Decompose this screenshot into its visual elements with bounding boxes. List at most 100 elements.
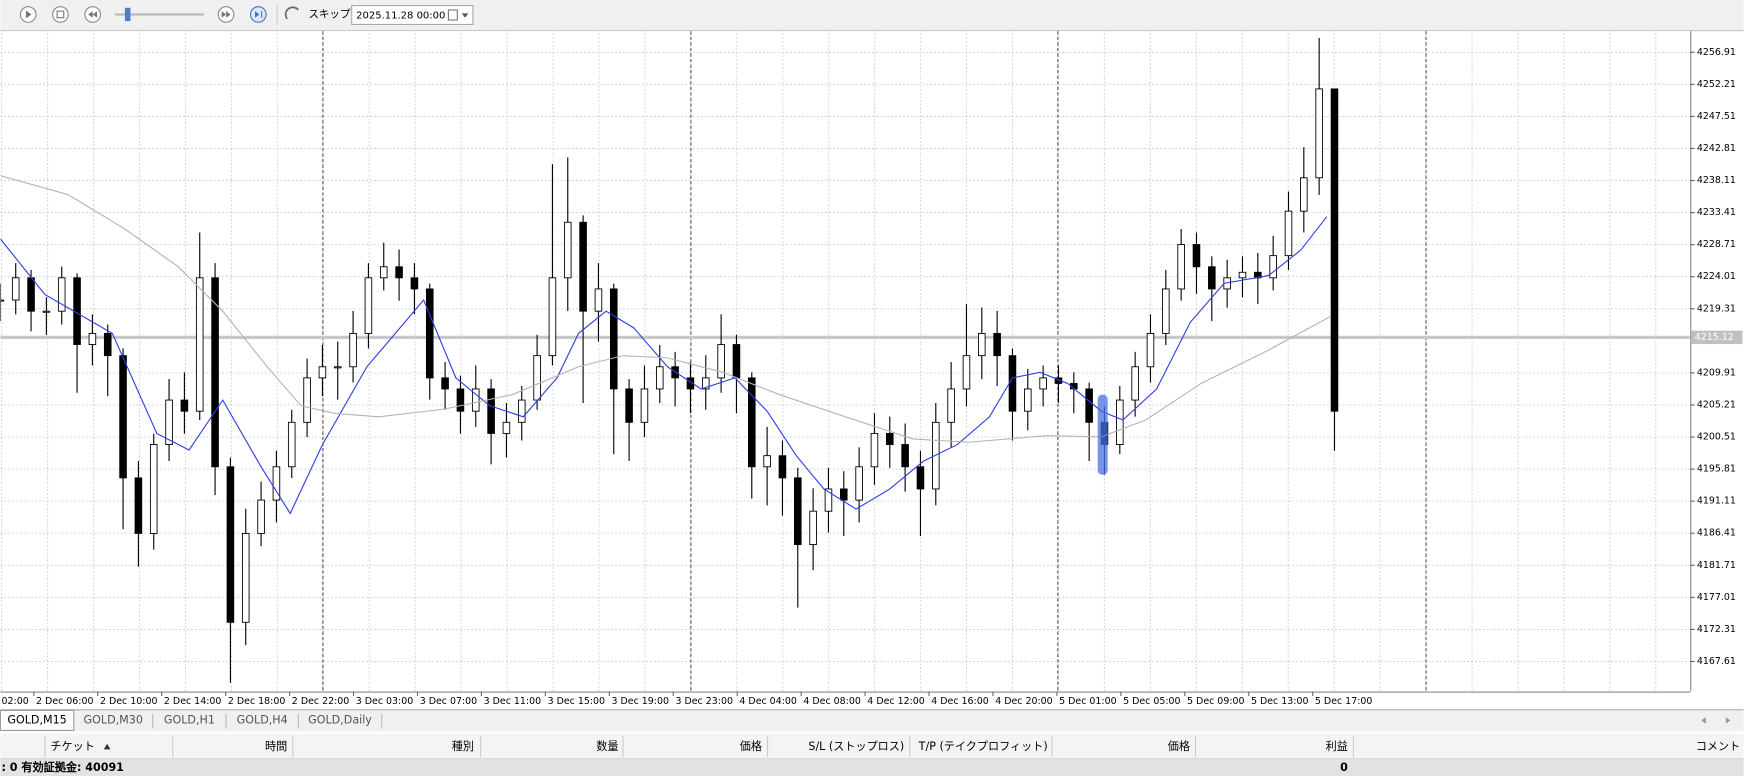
x-tick-label: 4 Dec 04:00 [739,696,796,707]
y-tick-label: 4195.81 [1697,464,1736,475]
candle-body [655,366,664,390]
x-tick-label: 2 Dec 22:00 [292,696,349,707]
tab-bar [0,709,1744,732]
x-tick-label: 3 Dec 03:00 [356,696,413,707]
candle-body [441,377,449,390]
tab[interactable]: GOLD,M30 [84,713,143,726]
toolbar [0,0,1744,32]
x-tick-label: 3 Dec 19:00 [612,696,669,707]
tab[interactable]: GOLD,M15 [7,713,66,726]
y-tick-label: 4186.41 [1697,528,1736,539]
candle-body [1330,88,1339,412]
candle-body [303,377,311,423]
summary-row [0,759,1744,776]
tab[interactable]: GOLD,Daily [308,713,372,726]
date-input[interactable]: 2025.11.28 00:00 [356,11,445,22]
tabs: GOLD,M15 GOLD,M30 GOLD,H1 GOLD,H4 GOLD,Daily [0,709,383,731]
candle-body [27,277,35,312]
candle-body [993,332,1001,357]
forward-button[interactable] [217,6,235,23]
column-header[interactable]: チケット [50,740,94,753]
candle-body [1238,271,1247,279]
candle-body [962,355,971,390]
x-tick-label: 4 Dec 12:00 [867,696,924,707]
x-tick-label: 2 Dec 10:00 [100,696,157,707]
candle-body [870,432,879,468]
current-price-label: 4215.12 [1695,332,1734,343]
y-tick-label: 4200.51 [1697,432,1736,443]
column-header[interactable]: 価格 [1168,739,1190,753]
column-header[interactable]: T/P (テイクプロフィット) [918,740,1048,753]
moving-average [0,216,1328,515]
x-tick-label: 5 Dec 13:00 [1251,696,1308,707]
column-header[interactable]: 数量 [596,740,618,753]
x-tick-label: 3 Dec 07:00 [420,696,477,707]
current-price-box [1691,330,1743,345]
candle-body [1116,399,1124,445]
candle-body [640,388,649,423]
candle-body [824,488,833,512]
step-button[interactable] [249,6,267,23]
axes: 4256.91 4252.21 4247.51 4242.81 4238.11 4233.… [2,47,1743,707]
candle-body [1131,366,1139,401]
column-header[interactable]: 利益 [1326,739,1348,753]
candle-body [165,399,173,445]
speed-slider[interactable] [114,7,204,22]
dropdown-arrow [461,13,469,18]
candle-body [1039,377,1047,390]
candle-body [42,310,51,313]
y-tick-label: 4167.61 [1697,656,1736,667]
candle-body [794,477,802,546]
candle-body [625,388,633,423]
column-header[interactable]: コメント [1696,740,1740,753]
y-tick-label: 4233.41 [1697,207,1736,218]
tab[interactable]: GOLD,H4 [237,713,288,726]
candle-body [195,277,204,412]
rewind-button[interactable] [84,6,102,23]
candle-body [11,277,20,301]
candle-body [1085,388,1093,423]
candle-body [886,432,894,445]
x-tick-label: 4 Dec 08:00 [803,696,860,707]
candle-body [318,366,327,379]
candle-body [594,288,603,312]
column-header[interactable]: 価格 [740,739,762,753]
candle-body [1177,244,1185,290]
x-tick-label: 3 Dec 23:00 [675,696,732,707]
candle-body [88,332,97,345]
candle-body [180,399,189,412]
y-tick-label: 4191.11 [1697,496,1736,507]
stop-button[interactable] [52,6,69,23]
tab-active[interactable] [0,709,75,731]
candle-body [103,332,112,357]
candle-body [119,355,127,479]
candle-body [1008,355,1017,412]
candle-body [901,444,909,468]
candle-body [609,288,618,390]
candle-body [395,266,403,279]
x-tick-label: 4 Dec 20:00 [995,696,1052,707]
tab[interactable]: GOLD,H1 [164,713,215,726]
x-tick-label: 2 Dec 06:00 [36,696,93,707]
y-tick-label: 4256.91 [1697,47,1736,58]
candle-body [686,377,695,390]
profit-total: 0 [1340,761,1348,774]
date-box[interactable] [351,5,474,26]
y-tick-label: 4238.11 [1697,175,1736,186]
y-tick-label: 4219.31 [1697,303,1736,314]
candle-body [379,266,388,279]
candle-body [287,421,296,468]
x-tick-label: 4 Dec 16:00 [931,696,988,707]
column-header[interactable]: 時間 [265,740,287,753]
candle-body [241,532,250,623]
skip-button[interactable]: スキップ [308,8,351,20]
play-button[interactable] [19,6,37,23]
candle-body [855,466,863,501]
candle-body [364,277,373,334]
x-tick-label: 3 Dec 11:00 [484,696,541,707]
column-header[interactable]: 種別 [452,739,474,753]
y-tick-label: 4172.31 [1697,624,1736,635]
column-header[interactable]: S/L (ストップロス) [808,740,904,753]
y-tick-label: 4228.71 [1697,239,1736,250]
candle-body [272,466,281,501]
